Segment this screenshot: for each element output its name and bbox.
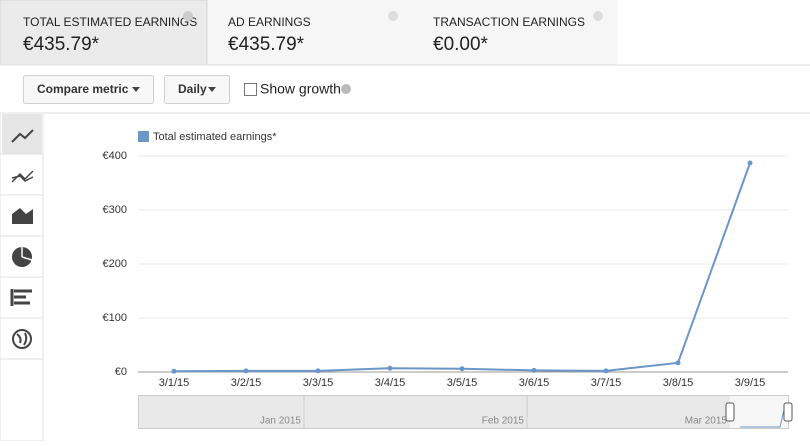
- series-line: [173, 162, 751, 373]
- help-icon[interactable]: [593, 11, 603, 21]
- tab-value: €435.79*: [228, 34, 305, 55]
- dropdown-arrow: [132, 87, 140, 92]
- pie-slices: [21, 246, 33, 261]
- data-point: [747, 160, 753, 166]
- data-point: [315, 368, 321, 374]
- compare-button[interactable]: [23, 75, 154, 104]
- y-tick-label: €100: [103, 312, 127, 324]
- legend-label: Total estimated earnings*: [153, 131, 277, 143]
- data-point: [387, 365, 393, 371]
- globe-lines: [16, 332, 28, 346]
- navigator[interactable]: [138, 395, 789, 429]
- data-point: [603, 368, 609, 374]
- x-tick-label: 3/6/15: [519, 377, 550, 389]
- data-point: [675, 360, 681, 366]
- y-tick-label: €300: [103, 204, 127, 216]
- checkbox-label[interactable]: Show growth: [260, 81, 341, 97]
- geo-chart-icon[interactable]: [12, 329, 32, 349]
- navigator-handle[interactable]: [725, 402, 735, 422]
- x-tick-label: 3/1/15: [159, 377, 190, 389]
- help-icon[interactable]: [183, 11, 193, 21]
- x-tick-label: 3/5/15: [447, 377, 478, 389]
- x-tick-label: 3/9/15: [735, 377, 766, 389]
- bar-chart-icon[interactable]: [10, 289, 32, 306]
- tab-label[interactable]: TOTAL ESTIMATED EARNINGS: [23, 15, 197, 29]
- data-point: [243, 368, 249, 374]
- y-tick-label: €0: [115, 366, 127, 378]
- tab-label[interactable]: TRANSACTION EARNINGS: [433, 15, 585, 29]
- help-icon[interactable]: [388, 11, 398, 21]
- navigator-handle[interactable]: [783, 402, 793, 422]
- legend-swatch: [138, 131, 149, 142]
- navigator-label: Mar 2015: [685, 416, 728, 427]
- tab-value: €435.79*: [23, 34, 100, 55]
- area-chart-icon[interactable]: [12, 208, 33, 224]
- button-label: Daily: [178, 82, 207, 96]
- data-point: [531, 367, 537, 373]
- tab-label[interactable]: AD EARNINGS: [228, 15, 311, 29]
- x-tick-label: 3/4/15: [375, 377, 406, 389]
- navigator-label: Jan 2015: [260, 416, 302, 427]
- period-button[interactable]: [164, 75, 230, 104]
- line-chart-icon[interactable]: [11, 129, 34, 143]
- x-tick-label: 3/7/15: [591, 377, 622, 389]
- x-tick-label: 3/8/15: [663, 377, 694, 389]
- navigator-window[interactable]: [730, 396, 788, 428]
- data-point: [171, 368, 177, 374]
- help-icon[interactable]: [341, 84, 351, 94]
- navigator-label: Feb 2015: [482, 416, 525, 427]
- checkbox[interactable]: [244, 83, 257, 96]
- tab-selected[interactable]: [0, 0, 208, 66]
- compare-chart-icon[interactable]: [11, 170, 34, 183]
- y-tick-label: €200: [103, 258, 127, 270]
- navigator-line: [740, 409, 785, 428]
- y-tick-label: €400: [103, 150, 127, 162]
- x-tick-label: 3/3/15: [303, 377, 334, 389]
- tab-value: €0.00*: [433, 34, 489, 55]
- dropdown-arrow: [208, 87, 216, 92]
- sidebar-selected[interactable]: [2, 114, 42, 154]
- button-label: Compare metric: [37, 82, 129, 96]
- data-point: [459, 366, 465, 372]
- x-tick-label: 3/2/15: [231, 377, 262, 389]
